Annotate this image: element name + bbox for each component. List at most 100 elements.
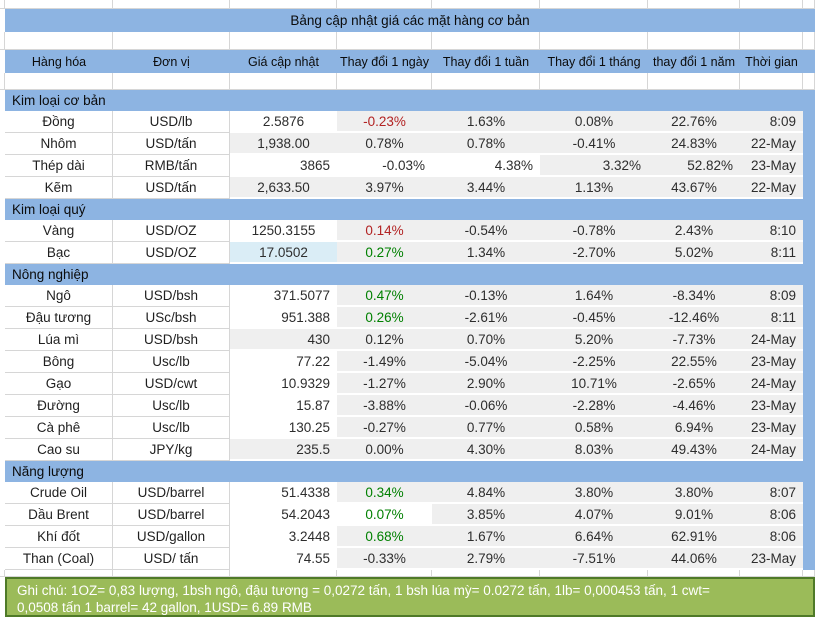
unit-cell[interactable]: RMB/tấn — [113, 155, 230, 177]
change-1d-cell[interactable]: 0.47% — [337, 285, 432, 307]
commodity-name-cell[interactable]: Thép dài — [5, 155, 113, 177]
section-label[interactable]: Nông nghiệp — [5, 264, 815, 285]
change-1d-cell[interactable]: 3.97% — [337, 177, 432, 199]
change-1m-cell[interactable]: 0.58% — [540, 417, 648, 439]
change-1m-cell[interactable]: -7.51% — [540, 548, 648, 570]
change-1y-cell[interactable]: 49.43% — [648, 439, 740, 461]
change-1d-cell[interactable]: -3.88% — [337, 395, 432, 417]
unit-cell[interactable]: USD/bsh — [113, 285, 230, 307]
price-cell[interactable]: 235.5 — [230, 439, 337, 461]
change-1y-cell[interactable]: -2.65% — [648, 373, 740, 395]
price-cell[interactable]: 10.9329 — [230, 373, 337, 395]
unit-cell[interactable]: USD/OZ — [113, 242, 230, 264]
change-1d-cell[interactable]: 0.27% — [337, 242, 432, 264]
change-1m-cell[interactable]: -2.25% — [540, 351, 648, 373]
time-cell[interactable]: 24-May — [740, 373, 803, 395]
price-cell[interactable]: 74.55 — [230, 548, 337, 570]
column-header-change-1w[interactable]: Thay đổi 1 tuần — [432, 50, 540, 73]
time-cell[interactable]: 8:11 — [740, 242, 803, 264]
time-cell[interactable]: 8:09 — [740, 111, 803, 133]
change-1m-cell[interactable]: 3.80% — [540, 482, 648, 504]
column-header-unit[interactable]: Đơn vị — [113, 50, 230, 73]
change-1w-cell[interactable]: -2.61% — [432, 307, 540, 329]
price-cell[interactable]: 3.2448 — [230, 526, 337, 548]
change-1m-cell[interactable]: 8.03% — [540, 439, 648, 461]
time-cell[interactable]: 22-May — [740, 133, 803, 155]
section-label[interactable]: Năng lượng — [5, 461, 815, 482]
change-1d-cell[interactable]: 0.26% — [337, 307, 432, 329]
change-1d-cell[interactable]: -0.03% — [337, 155, 432, 177]
unit-cell[interactable]: USD/tấn — [113, 177, 230, 199]
time-cell[interactable]: 24-May — [740, 439, 803, 461]
price-cell[interactable]: 130.25 — [230, 417, 337, 439]
change-1d-cell[interactable]: -1.27% — [337, 373, 432, 395]
commodity-name-cell[interactable]: Than (Coal) — [5, 548, 113, 570]
change-1d-cell[interactable]: 0.68% — [337, 526, 432, 548]
change-1y-cell[interactable]: 43.67% — [648, 177, 740, 199]
change-1d-cell[interactable]: 0.14% — [337, 220, 432, 242]
unit-cell[interactable]: USD/OZ — [113, 220, 230, 242]
commodity-name-cell[interactable]: Ngô — [5, 285, 113, 307]
commodity-name-cell[interactable]: Đồng — [5, 111, 113, 133]
price-cell[interactable]: 51.4338 — [230, 482, 337, 504]
change-1m-cell[interactable]: 1.13% — [540, 177, 648, 199]
change-1y-cell[interactable]: 44.06% — [648, 548, 740, 570]
commodity-name-cell[interactable]: Đậu tương — [5, 307, 113, 329]
change-1m-cell[interactable]: 3.32% — [540, 155, 648, 177]
change-1d-cell[interactable]: 0.00% — [337, 439, 432, 461]
change-1w-cell[interactable]: 4.38% — [432, 155, 540, 177]
time-cell[interactable]: 8:11 — [740, 307, 803, 329]
change-1w-cell[interactable]: 0.70% — [432, 329, 540, 351]
unit-cell[interactable]: USc/bsh — [113, 307, 230, 329]
time-cell[interactable]: 23-May — [740, 417, 803, 439]
change-1y-cell[interactable]: 2.43% — [648, 220, 740, 242]
column-header-change-1m[interactable]: Thay đổi 1 tháng — [540, 50, 648, 73]
time-cell[interactable]: 22-May — [740, 177, 803, 199]
change-1d-cell[interactable]: 0.78% — [337, 133, 432, 155]
price-cell[interactable]: 1250.3155 — [230, 220, 337, 242]
column-header-price[interactable]: Giá cập nhật — [230, 50, 337, 73]
column-header-change-1d[interactable]: Thay đổi 1 ngày — [337, 50, 432, 73]
price-cell[interactable]: 1,938.00 — [230, 133, 337, 155]
change-1d-cell[interactable]: -0.27% — [337, 417, 432, 439]
unit-cell[interactable]: USD/lb — [113, 111, 230, 133]
change-1m-cell[interactable]: -2.70% — [540, 242, 648, 264]
price-cell[interactable]: 17.0502 — [230, 242, 337, 264]
change-1m-cell[interactable]: -0.45% — [540, 307, 648, 329]
price-cell[interactable]: 951.388 — [230, 307, 337, 329]
commodity-name-cell[interactable]: Gạo — [5, 373, 113, 395]
commodity-name-cell[interactable]: Cà phê — [5, 417, 113, 439]
change-1w-cell[interactable]: 2.79% — [432, 548, 540, 570]
change-1w-cell[interactable]: 2.90% — [432, 373, 540, 395]
section-label[interactable]: Kim loại cơ bản — [5, 90, 815, 111]
time-cell[interactable]: 8:09 — [740, 285, 803, 307]
commodity-name-cell[interactable]: Crude Oil — [5, 482, 113, 504]
time-cell[interactable]: 8:10 — [740, 220, 803, 242]
change-1d-cell[interactable]: -1.49% — [337, 351, 432, 373]
price-cell[interactable]: 371.5077 — [230, 285, 337, 307]
unit-cell[interactable]: Usc/lb — [113, 417, 230, 439]
unit-cell[interactable]: USD/barrel — [113, 504, 230, 526]
unit-cell[interactable]: Usc/lb — [113, 351, 230, 373]
price-cell[interactable]: 2.5876 — [230, 111, 337, 133]
unit-cell[interactable]: Usc/lb — [113, 395, 230, 417]
change-1y-cell[interactable]: -7.73% — [648, 329, 740, 351]
price-cell[interactable]: 3865 — [230, 155, 337, 177]
change-1m-cell[interactable]: 10.71% — [540, 373, 648, 395]
change-1y-cell[interactable]: 22.55% — [648, 351, 740, 373]
change-1d-cell[interactable]: -0.23% — [337, 111, 432, 133]
change-1m-cell[interactable]: 4.07% — [540, 504, 648, 526]
unit-cell[interactable]: USD/ tấn — [113, 548, 230, 570]
change-1y-cell[interactable]: -8.34% — [648, 285, 740, 307]
change-1m-cell[interactable]: -0.41% — [540, 133, 648, 155]
change-1w-cell[interactable]: 3.85% — [432, 504, 540, 526]
change-1w-cell[interactable]: 4.84% — [432, 482, 540, 504]
change-1y-cell[interactable]: 9.01% — [648, 504, 740, 526]
commodity-name-cell[interactable]: Cao su — [5, 439, 113, 461]
change-1w-cell[interactable]: 1.63% — [432, 111, 540, 133]
change-1w-cell[interactable]: -5.04% — [432, 351, 540, 373]
time-cell[interactable]: 8:06 — [740, 526, 803, 548]
unit-cell[interactable]: USD/gallon — [113, 526, 230, 548]
column-header-commodity[interactable]: Hàng hóa — [5, 50, 113, 73]
change-1m-cell[interactable]: -2.28% — [540, 395, 648, 417]
